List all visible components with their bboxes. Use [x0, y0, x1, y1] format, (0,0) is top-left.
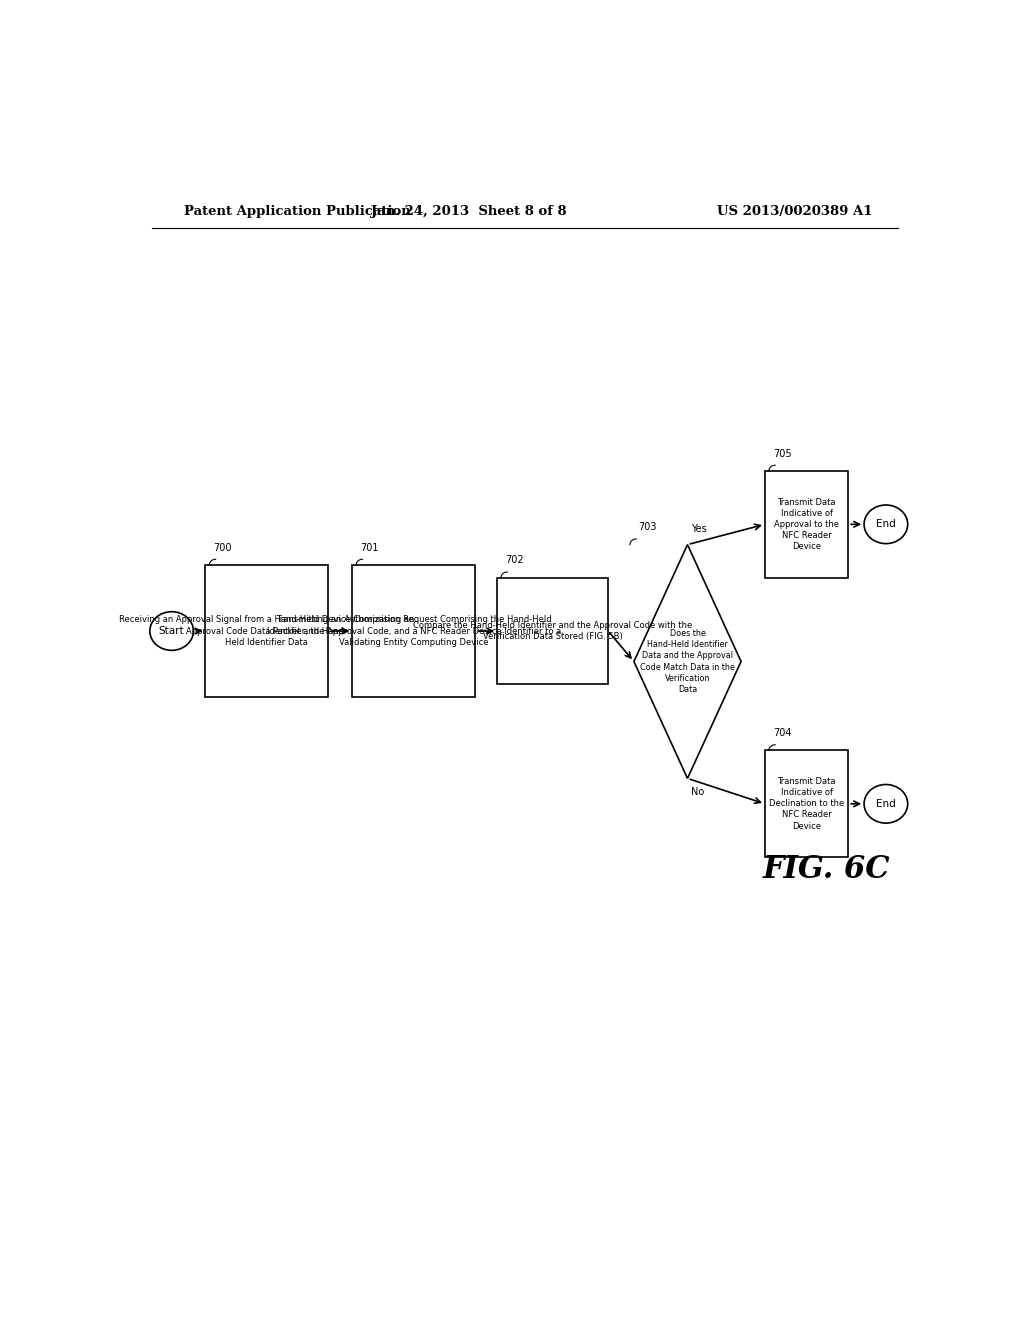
Text: 700: 700 — [213, 543, 231, 553]
Bar — [497, 578, 608, 684]
Text: Patent Application Publication: Patent Application Publication — [183, 205, 411, 218]
Text: Receiving an Approval Signal from a Hand-Held Device Comprising an
Approval Code: Receiving an Approval Signal from a Hand… — [119, 615, 415, 647]
Text: Compare the Hand-Held Identifier and the Approval Code with the
Verification Dat: Compare the Hand-Held Identifier and the… — [413, 620, 692, 642]
Bar — [352, 565, 475, 697]
Text: US 2013/0020389 A1: US 2013/0020389 A1 — [717, 205, 872, 218]
Text: Yes: Yes — [691, 524, 708, 535]
Text: Start: Start — [159, 626, 184, 636]
Text: End: End — [876, 519, 896, 529]
Text: 702: 702 — [505, 556, 523, 565]
Text: Transmit Data
Indicative of
Approval to the
NFC Reader
Device: Transmit Data Indicative of Approval to … — [774, 498, 839, 550]
Text: 701: 701 — [360, 543, 379, 553]
Text: Jan. 24, 2013  Sheet 8 of 8: Jan. 24, 2013 Sheet 8 of 8 — [372, 205, 567, 218]
Text: 705: 705 — [773, 449, 792, 459]
Bar — [206, 565, 329, 697]
Text: Does the
Hand-Held Identifier
Data and the Approval
Code Match Data in the
Verif: Does the Hand-Held Identifier Data and t… — [640, 630, 735, 694]
Text: No: No — [691, 787, 705, 796]
Text: Transmit Data
Indicative of
Declination to the
NFC Reader
Device: Transmit Data Indicative of Declination … — [769, 777, 844, 830]
Bar — [765, 471, 848, 578]
Text: Transmitting an Authorization Request Comprising the Hand-Held
Identifier, the A: Transmitting an Authorization Request Co… — [266, 615, 561, 647]
Bar — [765, 751, 848, 857]
Text: End: End — [876, 799, 896, 809]
Text: FIG. 6C: FIG. 6C — [763, 854, 891, 886]
Text: 703: 703 — [638, 523, 656, 532]
Text: 704: 704 — [773, 729, 792, 738]
